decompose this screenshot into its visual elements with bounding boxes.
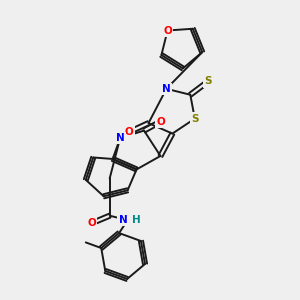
Text: N: N <box>116 133 124 143</box>
Text: N: N <box>162 84 171 94</box>
Text: S: S <box>205 76 212 86</box>
Text: O: O <box>87 218 96 228</box>
Text: O: O <box>125 127 134 137</box>
Text: O: O <box>163 26 172 35</box>
Text: O: O <box>156 117 165 127</box>
Text: S: S <box>191 114 199 124</box>
Text: H: H <box>132 215 141 225</box>
Text: N: N <box>119 215 128 225</box>
